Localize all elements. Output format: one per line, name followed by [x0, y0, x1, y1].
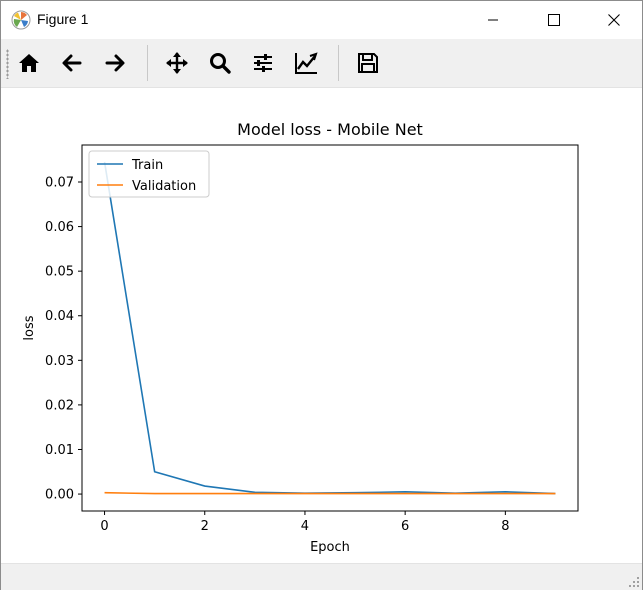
y-tick-label: 0.07	[45, 176, 74, 191]
x-tick-label: 0	[100, 519, 108, 534]
plot-area	[81, 144, 579, 512]
sliders-icon	[254, 54, 272, 72]
toolbar-grip[interactable]	[6, 49, 9, 79]
matplotlib-logo-icon	[11, 10, 31, 30]
figure-canvas[interactable]: Model loss - Mobile Net 0 2 4 6 8 0.00 0.01 0.…	[1, 88, 642, 562]
y-tick-label: 0.04	[45, 309, 74, 324]
loss-chart: Model loss - Mobile Net 0 2 4 6 8 0.00 0.01 0.…	[22, 120, 579, 555]
minimize-button[interactable]	[470, 1, 516, 39]
y-tick-label: 0.00	[45, 488, 74, 503]
minimize-icon	[488, 19, 498, 21]
line-chart-icon	[295, 52, 318, 74]
home-icon	[19, 54, 39, 72]
maximize-button[interactable]	[531, 1, 577, 39]
status-bar	[1, 563, 642, 590]
back-button[interactable]	[55, 47, 89, 79]
navigation-toolbar	[1, 39, 642, 88]
x-tick-label: 6	[401, 519, 409, 534]
x-tick-label: 4	[301, 519, 309, 534]
resize-grip-icon[interactable]	[628, 576, 640, 588]
y-tick-label: 0.05	[45, 265, 74, 280]
y-tick-label: 0.03	[45, 354, 74, 369]
zoom-button[interactable]	[203, 47, 237, 79]
magnifier-icon	[210, 53, 231, 74]
arrow-left-icon	[62, 54, 82, 72]
series-line-validation	[104, 491, 556, 495]
x-tick-label: 2	[201, 519, 209, 534]
y-axis-label: loss	[22, 315, 37, 340]
forward-button[interactable]	[98, 47, 132, 79]
move-icon	[166, 52, 188, 74]
close-button[interactable]	[591, 1, 637, 39]
x-axis-label: Epoch	[310, 540, 350, 555]
arrow-right-icon	[105, 54, 125, 72]
legend-label-validation: Validation	[132, 179, 196, 194]
legend: Train Validation	[88, 150, 210, 198]
y-tick-label: 0.02	[45, 398, 74, 413]
toolbar-separator	[338, 45, 339, 81]
title-bar[interactable]: Figure 1	[1, 1, 642, 39]
pan-button[interactable]	[160, 47, 194, 79]
close-icon	[608, 14, 620, 26]
subplots-button[interactable]	[246, 47, 280, 79]
y-tick-label: 0.01	[45, 443, 74, 458]
home-button[interactable]	[12, 47, 46, 79]
maximize-icon	[548, 14, 560, 26]
x-tick-label: 8	[501, 519, 509, 534]
window-title: Figure 1	[37, 11, 89, 27]
chart-title: Model loss - Mobile Net	[237, 120, 423, 139]
customize-button[interactable]	[289, 47, 323, 79]
legend-label-train: Train	[131, 158, 163, 173]
toolbar-separator	[147, 45, 148, 81]
y-tick-label: 0.06	[45, 220, 74, 235]
floppy-disk-icon	[358, 53, 378, 73]
save-button[interactable]	[351, 47, 385, 79]
